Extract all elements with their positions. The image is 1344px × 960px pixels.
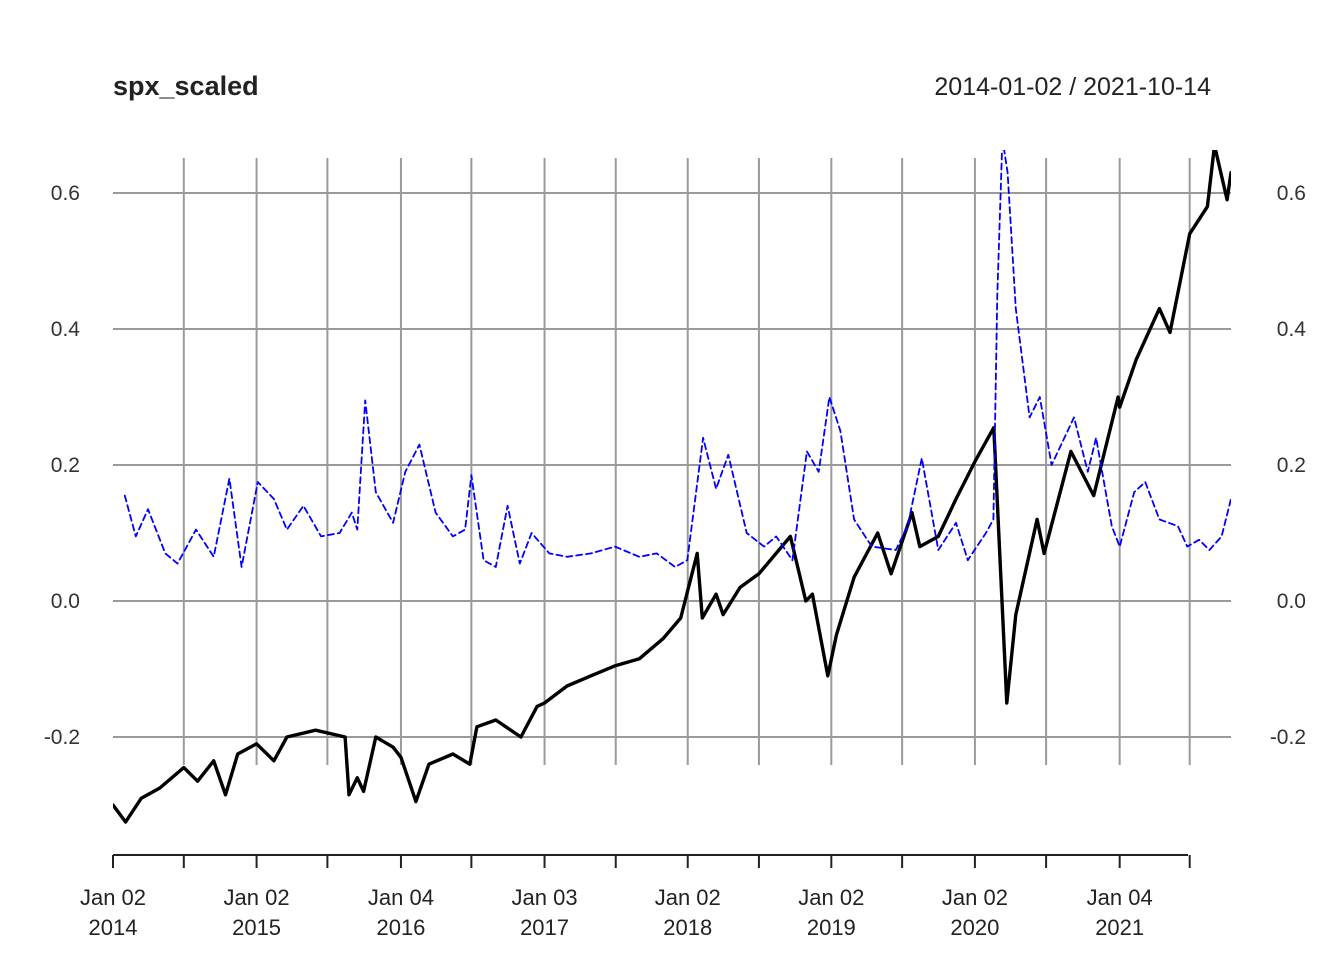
- y-tick-label-right: 0.4: [1277, 318, 1307, 341]
- y-axis-labels: -0.2 -0.2 0.0 0.0 0.2 0.2 0.4 0.4 0.6 0.6: [44, 182, 1306, 749]
- y-tick-label-left: 0.4: [51, 318, 81, 341]
- x-tick-label: Jan 02: [942, 885, 1008, 910]
- series: [113, 150, 1231, 824]
- series-line-volatility: [123, 150, 1231, 568]
- x-tick-label-year: 2021: [1095, 915, 1144, 940]
- y-tick-label-left: 0.2: [51, 454, 80, 477]
- y-tick-label-right: 0.0: [1277, 590, 1306, 613]
- y-tick-label-right: -0.2: [1270, 726, 1306, 749]
- x-tick-label-year: 2017: [520, 915, 569, 940]
- y-tick-label-left: 0.0: [51, 590, 80, 613]
- x-tick-label-year: 2016: [376, 915, 425, 940]
- x-tick-label: Jan 02: [798, 885, 864, 910]
- series-line-spx: [113, 150, 1231, 824]
- x-tick-label-year: 2015: [232, 915, 281, 940]
- x-tick-label: Jan 02: [224, 885, 290, 910]
- date-range: 2014-01-02 / 2021-10-14: [934, 73, 1211, 101]
- x-tick-label: Jan 03: [512, 885, 578, 910]
- chart-title: spx_scaled: [113, 71, 259, 101]
- grid: [113, 158, 1231, 765]
- x-tick-label: Jan 04: [1087, 885, 1153, 910]
- x-tick-label-year: 2014: [89, 915, 138, 940]
- x-tick-label-year: 2018: [663, 915, 712, 940]
- x-tick-label-year: 2019: [807, 915, 856, 940]
- x-tick-label-year: 2020: [950, 915, 999, 940]
- x-tick-label: Jan 02: [80, 885, 146, 910]
- y-tick-label-right: 0.6: [1277, 182, 1306, 205]
- y-tick-label-left: 0.6: [51, 182, 80, 205]
- x-tick-label: Jan 02: [655, 885, 721, 910]
- y-tick-label-left: -0.2: [44, 726, 80, 749]
- x-tick-label: Jan 04: [368, 885, 434, 910]
- x-axis: Jan 02 2014 Jan 02 2015 Jan 04 2016 Jan 03 2017…: [80, 854, 1191, 940]
- y-tick-label-right: 0.2: [1277, 454, 1306, 477]
